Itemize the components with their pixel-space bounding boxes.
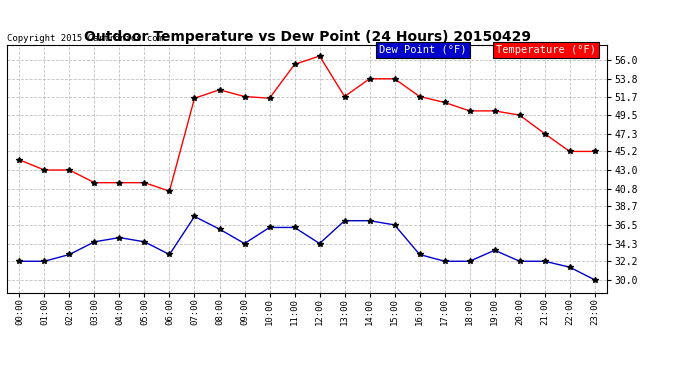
Text: Copyright 2015 Cartronics.com: Copyright 2015 Cartronics.com: [7, 34, 163, 43]
Text: Temperature (°F): Temperature (°F): [496, 45, 596, 55]
Title: Outdoor Temperature vs Dew Point (24 Hours) 20150429: Outdoor Temperature vs Dew Point (24 Hou…: [83, 30, 531, 44]
Text: Dew Point (°F): Dew Point (°F): [379, 45, 466, 55]
